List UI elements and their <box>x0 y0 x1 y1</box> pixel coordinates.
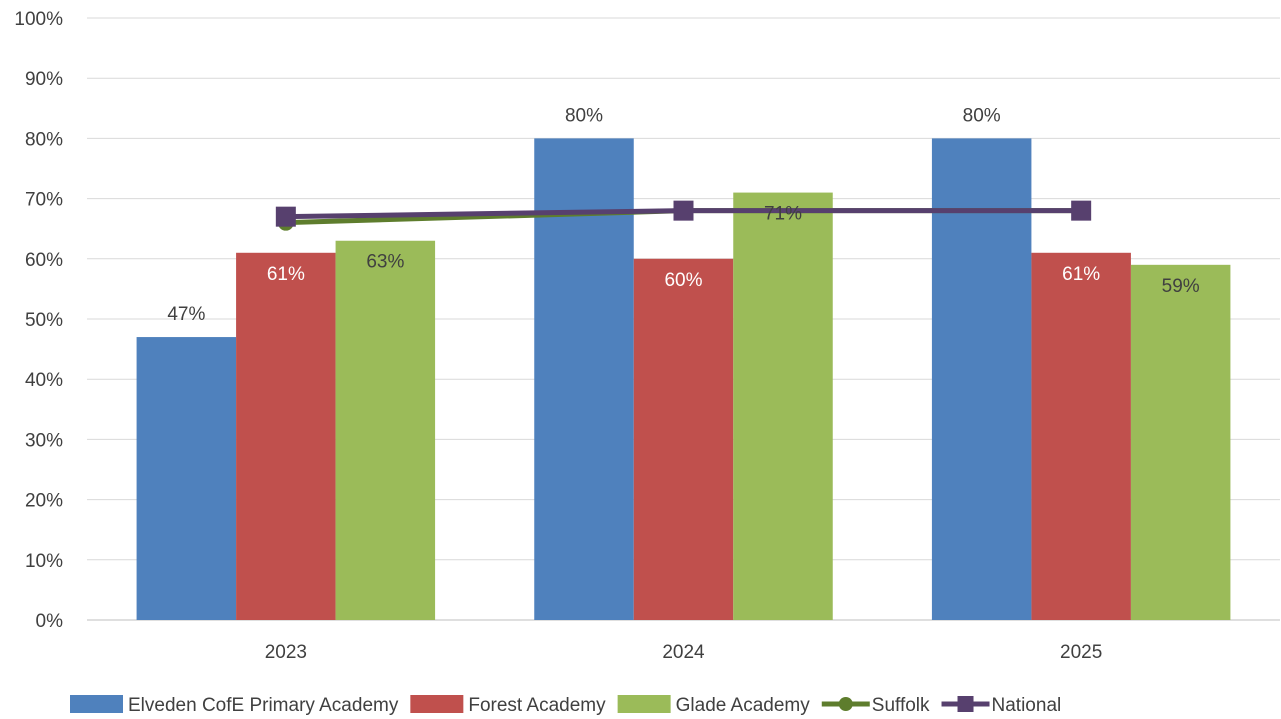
y-tick-label: 20% <box>25 491 63 512</box>
line-point <box>1071 200 1092 221</box>
bar <box>633 258 734 620</box>
y-tick-label: 50% <box>25 310 63 331</box>
data-label: 59% <box>1162 276 1200 297</box>
legend-swatch <box>70 695 123 713</box>
y-tick-label: 10% <box>25 551 63 572</box>
y-axis: 0% 10% 20% 30% 40% 50% 60% 70% 80% 90% 100% <box>14 9 63 632</box>
legend-label: Glade Academy <box>676 695 811 716</box>
bar <box>1130 264 1231 620</box>
data-label: 80% <box>963 105 1001 126</box>
y-tick-label: 100% <box>14 9 63 30</box>
data-label: 61% <box>1062 264 1100 285</box>
y-tick-label: 90% <box>25 69 63 90</box>
bar <box>534 138 634 620</box>
legend-marker <box>957 696 974 712</box>
line-series <box>275 200 1092 231</box>
x-axis: 2023 2024 2025 <box>265 642 1103 663</box>
legend-swatch <box>617 695 671 713</box>
data-label: 71% <box>764 204 802 225</box>
legend-label: Forest Academy <box>468 695 606 716</box>
y-tick-label: 40% <box>25 370 63 391</box>
x-tick-label: 2025 <box>1060 642 1102 663</box>
data-label: 47% <box>167 304 205 325</box>
bar <box>236 252 336 620</box>
bars <box>136 138 1231 621</box>
data-label: 80% <box>565 105 603 126</box>
legend-item: Forest Academy <box>410 695 606 716</box>
y-tick-label: 60% <box>25 250 63 271</box>
legend-item: National <box>941 695 1062 716</box>
legend-swatch <box>410 695 464 713</box>
bar <box>931 138 1032 620</box>
y-tick-label: 0% <box>36 611 64 632</box>
y-tick-label: 70% <box>25 190 63 211</box>
data-label: 61% <box>267 264 305 285</box>
y-tick-label: 80% <box>25 129 63 150</box>
legend-marker <box>838 697 853 711</box>
legend-label: Elveden CofE Primary Academy <box>128 695 399 716</box>
data-label: 63% <box>366 252 404 273</box>
line-point <box>673 200 694 221</box>
x-tick-label: 2024 <box>662 642 705 663</box>
x-tick-label: 2023 <box>265 642 307 663</box>
bar <box>1031 252 1131 620</box>
bar <box>335 240 436 621</box>
bar <box>136 337 237 620</box>
legend: Elveden CofE Primary Academy Forest Acade… <box>70 695 1061 716</box>
legend-label: Suffolk <box>872 695 930 716</box>
bar <box>733 192 833 620</box>
legend-item: Suffolk <box>821 695 930 716</box>
line-point <box>275 206 296 227</box>
legend-item: Elveden CofE Primary Academy <box>70 695 399 716</box>
legend-item: Glade Academy <box>617 695 811 716</box>
data-label: 60% <box>664 270 702 291</box>
data-labels: 47% 80% 80% 61% 60% 61% 63% 71% 59% <box>167 105 1199 325</box>
legend-label: National <box>992 695 1062 716</box>
y-tick-label: 30% <box>25 430 63 451</box>
